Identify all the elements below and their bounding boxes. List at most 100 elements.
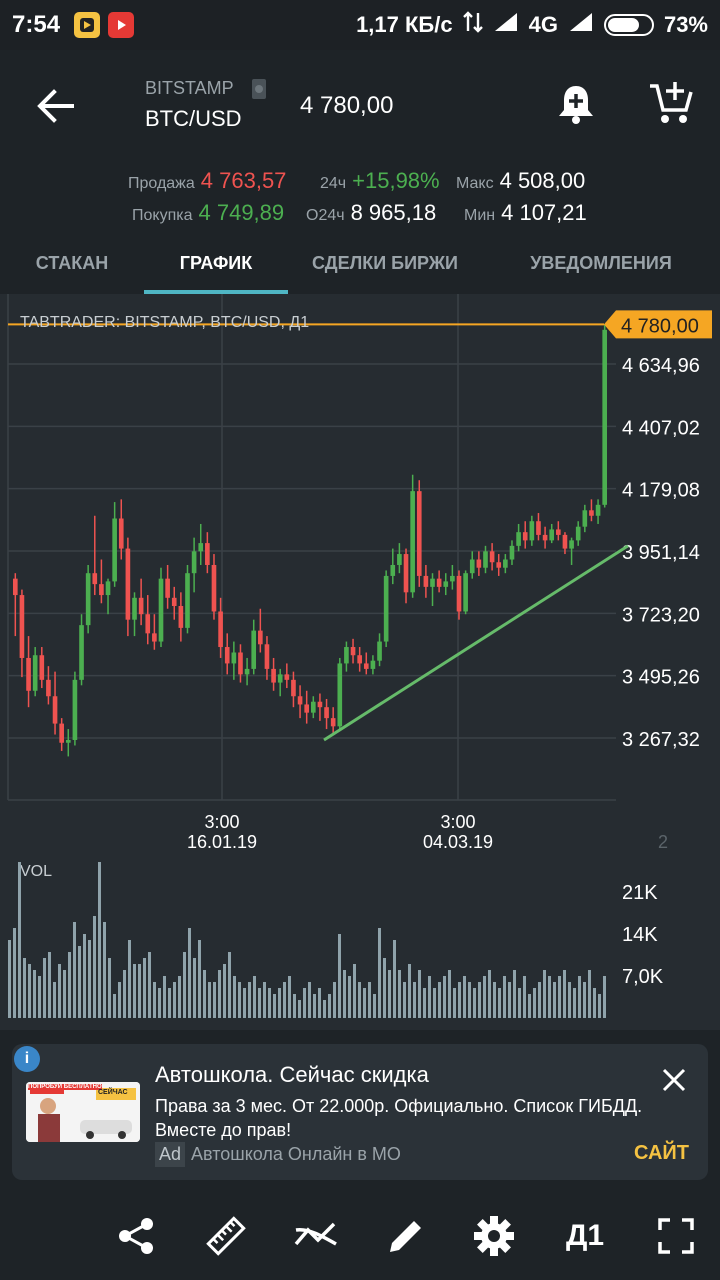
volume-bar [478,982,481,1018]
volume-bar [218,970,221,1018]
volume-bar [348,976,351,1018]
close-icon[interactable] [660,1066,688,1094]
volume-bar [118,982,121,1018]
volume-bar [88,940,91,1018]
current-price: 4 780,00 [300,92,394,119]
volume-bar [433,988,436,1018]
candle-body [582,510,588,527]
candle-body [258,630,263,645]
price-chart[interactable]: 4 634,96 4 407,02 4 179,08 3 951,14 3 723,20… [0,294,720,1030]
ad-info-icon[interactable]: i [14,1046,40,1072]
max-label: Макс [456,175,494,192]
candle-body [569,540,574,549]
ad-thumbnail-image[interactable] [26,1082,140,1142]
volume-bar [33,970,36,1018]
candle-body [370,660,376,669]
candle-body [19,595,25,658]
tab-chart[interactable]: ГРАФИК [144,232,288,294]
volume-bar [213,982,216,1018]
candle-body [132,597,137,620]
candle-body [595,504,601,516]
volume-bar [383,958,386,1018]
tab-label: СДЕЛКИ БИРЖИ [312,252,458,273]
add-alert-bell-icon[interactable] [556,82,596,126]
candle-body [271,668,276,683]
buy-value: 4 749,89 [198,200,285,225]
tab-label: СТАКАН [35,252,109,273]
fullscreen-icon[interactable] [654,1214,698,1258]
volume-bar [493,982,496,1018]
volume-bar [48,952,51,1018]
candle-body [65,740,71,743]
candle-body [575,526,581,541]
ad-title[interactable]: Автошкола. Сейчас скидка [155,1062,429,1087]
candle-body [112,518,117,582]
candle-body [357,655,362,664]
candle-body [297,696,303,705]
y-tick-label: 3 951,14 [622,542,700,564]
timeframe-button[interactable]: Д1 [565,1219,605,1252]
volume-label: О24ч [306,207,345,224]
candle-body [443,581,449,587]
candle-body [363,663,369,669]
volume-bar [418,970,421,1018]
volume-bar [343,970,346,1018]
volume-bar [373,994,376,1018]
draw-pencil-icon[interactable] [384,1214,428,1258]
candle-body [244,668,250,675]
add-to-cart-icon[interactable] [648,80,694,126]
candle-body [52,696,58,724]
candle-body [350,647,356,656]
back-arrow-icon[interactable] [36,86,76,126]
ad-cta-button[interactable]: САЙТ [634,1142,689,1164]
candle-body [324,707,329,719]
sell-value: 4 763,57 [200,168,287,193]
volume-bar [368,982,371,1018]
volume-value: 8 965,18 [350,200,437,225]
volume-bar [398,970,401,1018]
volume-bar [18,862,21,1018]
volume-bar [43,958,46,1018]
candle-body [26,657,31,691]
share-icon[interactable] [114,1214,158,1258]
candle-body [476,559,482,568]
volume-bar [553,982,556,1018]
candle-body [218,611,223,648]
volume-bar [428,976,431,1018]
candle-body [317,701,323,708]
volume-bar [298,1000,301,1018]
max-stat: Макс 4 508,00 [456,168,585,194]
volume-bar [563,970,566,1018]
ad-banner[interactable]: i ПОПРОБУЙ БЕСПЛАТНО СЕЙЧАС Автошкола. С… [12,1044,708,1180]
tab-exchange-trades[interactable]: СДЕЛКИ БИРЖИ [288,232,482,294]
volume-bar [108,958,111,1018]
candle-body [390,564,396,576]
candle-body [516,532,521,546]
candle-body [469,559,475,574]
chart-area[interactable]: 4 634,96 4 407,02 4 179,08 3 951,14 3 723,20… [0,294,720,1030]
candle-body [463,573,468,612]
volume-bar [308,982,311,1018]
volume-bar [288,976,291,1018]
tab-order-book[interactable]: СТАКАН [0,232,144,294]
exchange-logo-icon [250,78,268,105]
candle-body [277,674,283,683]
volume-bar [443,976,446,1018]
tab-notifications[interactable]: УВЕДОМЛЕНИЯ [482,232,720,294]
last-price-label: 4 780,00 [621,315,699,337]
change-value: +15,98% [352,168,440,193]
x-tick-time: 3:00 [440,812,475,832]
volume-bar [523,976,526,1018]
candle-body [39,655,45,680]
settings-gear-icon[interactable] [472,1214,516,1258]
data-transfer-icon [462,11,483,39]
indicators-icon[interactable] [294,1214,338,1258]
battery-icon [603,14,654,36]
candle-body [549,529,555,541]
volume-bar [588,970,591,1018]
ad-description[interactable]: Права за 3 мес. От 22.000р. Официально. … [155,1096,643,1140]
ruler-icon[interactable] [204,1214,248,1258]
volume-bar [253,976,256,1018]
status-bar: 7:54 1,17 КБ/с 4G 73% [0,0,720,50]
volume-bar [73,922,76,1018]
